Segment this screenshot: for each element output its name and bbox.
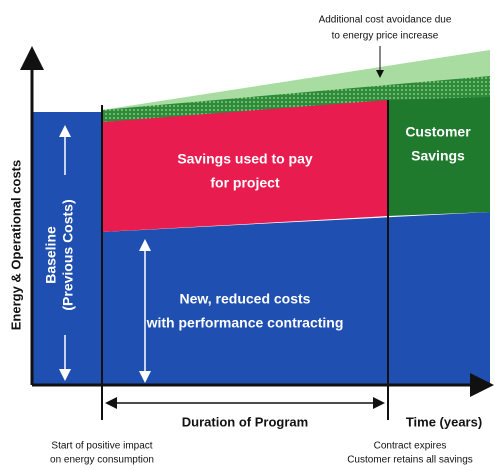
- baseline-area: [32, 112, 102, 385]
- price-increase-area: [102, 50, 490, 112]
- reduced-costs-label: with performance contracting: [146, 315, 344, 331]
- start-note: Start of positive impact: [51, 441, 152, 452]
- baseline-label: (Previous Costs): [60, 199, 76, 310]
- x-axis-label: Time (years): [406, 414, 482, 429]
- y-axis-label: Energy & Operational costs: [8, 160, 23, 331]
- project-savings-area: [102, 100, 388, 232]
- customer-savings-area: [388, 97, 490, 216]
- reduced-costs-label: New, reduced costs: [180, 291, 311, 307]
- project-savings-label: Savings used to pay: [177, 151, 313, 167]
- customer-savings-label: Customer: [405, 124, 471, 140]
- end-note: Contract expires: [374, 441, 447, 452]
- customer-savings-label: Savings: [411, 148, 465, 164]
- duration-label: Duration of Program: [182, 414, 308, 429]
- annotation: to energy price increase: [332, 31, 439, 42]
- reduced-costs-area: [102, 212, 490, 385]
- baseline-label: Baseline: [43, 226, 59, 284]
- annotation: Additional cost avoidance due: [319, 15, 452, 26]
- start-note: on energy consumption: [50, 455, 154, 466]
- project-savings-label: for project: [210, 175, 280, 191]
- dotted-band: [102, 76, 490, 122]
- end-note: Customer retains all savings: [347, 455, 473, 466]
